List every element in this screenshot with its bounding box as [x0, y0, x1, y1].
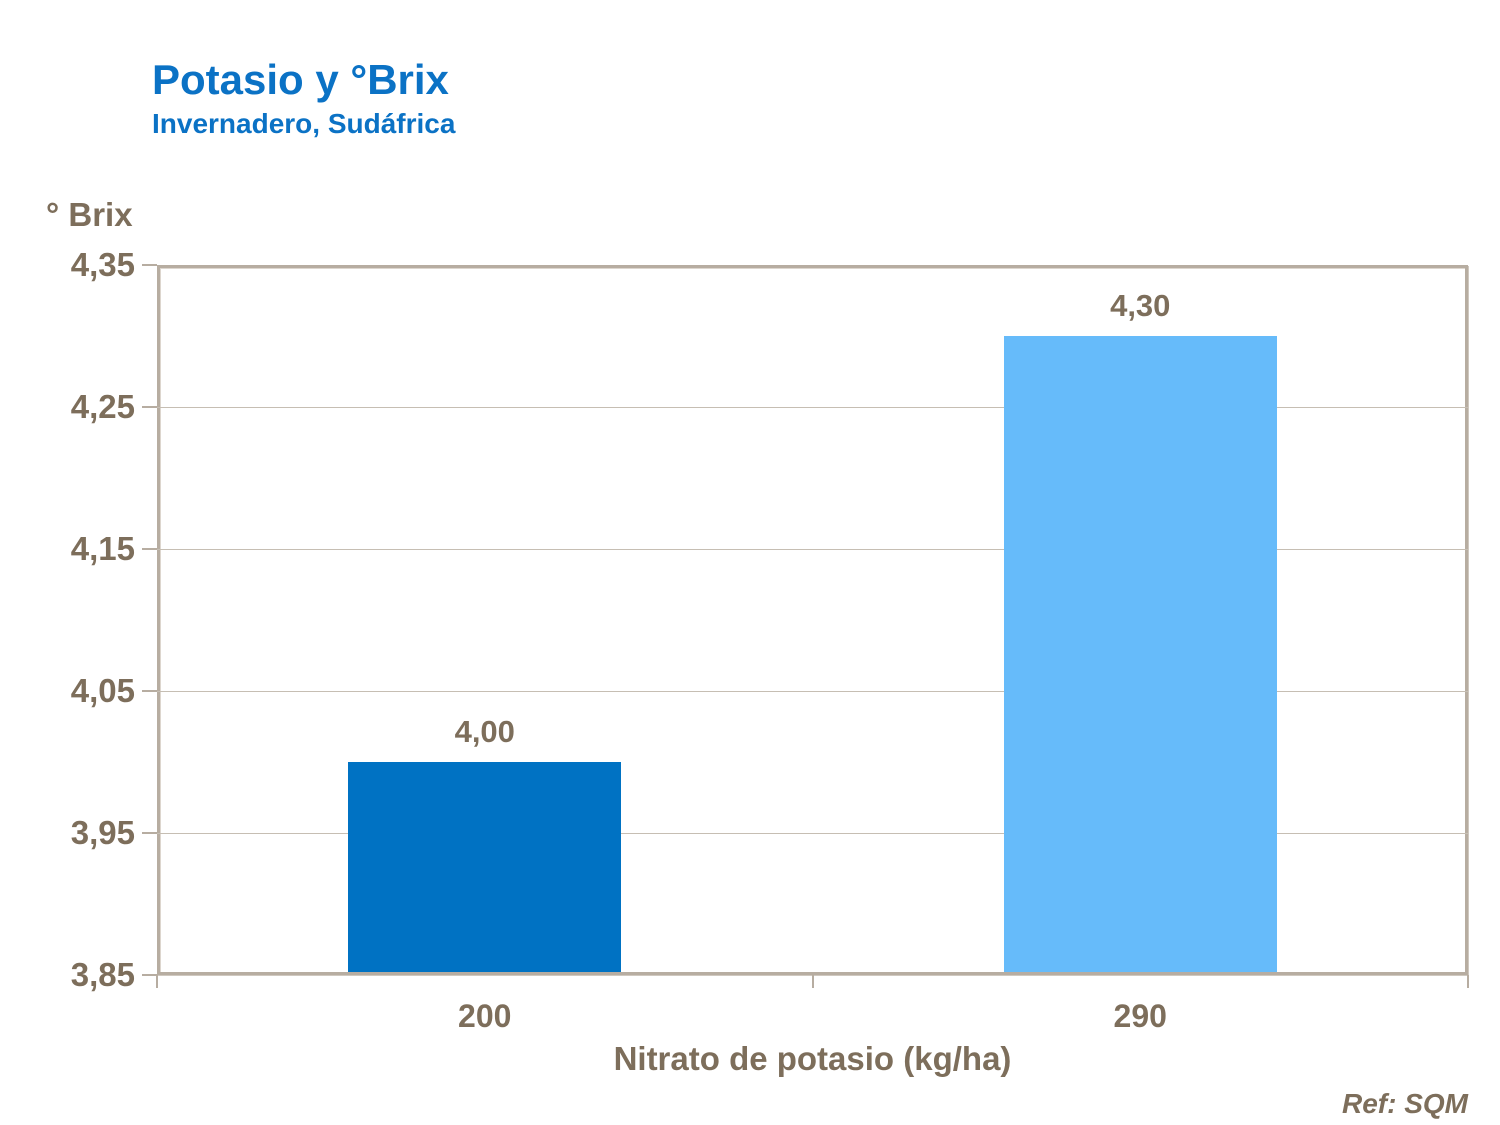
y-tick-label: 4,15	[70, 530, 135, 567]
title-block: Potasio y °Brix Invernadero, Sudáfrica	[152, 56, 456, 140]
x-axis-tick	[1467, 975, 1469, 988]
y-gridline	[157, 548, 1468, 550]
y-gridline	[157, 690, 1468, 692]
bar-200	[348, 762, 622, 972]
y-gridline	[157, 832, 1468, 834]
y-axis-tick	[142, 406, 157, 408]
x-axis-tick	[811, 975, 814, 988]
y-axis-tick	[142, 974, 157, 976]
x-axis-title: Nitrato de potasio (kg/ha)	[613, 1040, 1012, 1077]
y-tick-label: 4,25	[70, 388, 135, 425]
chart-title: Potasio y °Brix	[152, 56, 449, 103]
footer-reference: Ref: SQM	[1342, 1088, 1468, 1119]
y-axis-tick	[142, 690, 157, 692]
y-axis-tick	[142, 548, 157, 550]
y-axis-title: ° Brix	[46, 196, 133, 233]
x-axis-tick	[156, 975, 158, 988]
y-axis-tick	[142, 264, 157, 266]
x-category-label: 290	[1113, 998, 1167, 1034]
bar-value-label: 4,30	[1110, 288, 1171, 323]
chart-subtitle: Invernadero, Sudáfrica	[152, 108, 456, 140]
y-tick-label: 3,85	[70, 956, 135, 993]
bar-290	[1003, 336, 1277, 972]
y-tick-label: 3,95	[70, 814, 135, 851]
y-tick-label: 4,35	[70, 246, 135, 283]
y-gridline	[157, 406, 1468, 408]
y-axis-tick	[142, 832, 157, 834]
x-category-label: 200	[458, 998, 512, 1034]
bar-value-label: 4,00	[454, 714, 515, 749]
y-tick-label: 4,05	[70, 672, 135, 709]
